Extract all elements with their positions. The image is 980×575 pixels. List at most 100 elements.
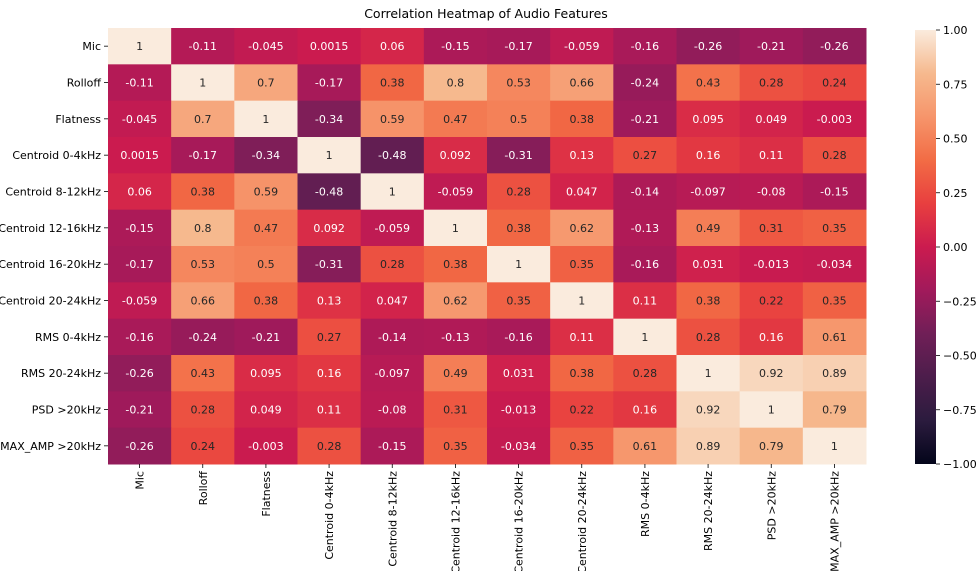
x-tick-label: MAX_AMP >20kHz [828, 471, 841, 571]
heatmap-cell [297, 318, 362, 356]
heatmap-cell [297, 391, 362, 429]
cell-value-label: 0.06 [380, 40, 405, 53]
heatmap-cell [297, 209, 362, 247]
heatmap-cell [739, 391, 804, 429]
x-tick-label: Flatness [260, 471, 273, 517]
cell-value-label: -0.15 [820, 186, 848, 199]
heatmap-cell [676, 427, 741, 465]
cell-value-label: 0.8 [447, 77, 465, 90]
cell-value-label: 1 [452, 222, 459, 235]
cell-value-label: 0.28 [696, 331, 721, 344]
cell-value-label: 0.47 [443, 113, 468, 126]
heatmap-cell [802, 355, 867, 392]
heatmap-cell [234, 246, 298, 283]
cell-value-label: 1 [641, 331, 648, 344]
heatmap-cell [802, 64, 867, 102]
cell-value-label: 0.28 [506, 186, 531, 199]
heatmap-cell [360, 427, 425, 465]
heatmap-cell [802, 246, 867, 283]
y-tick-label: Mic [82, 40, 101, 53]
heatmap-cell [802, 209, 867, 247]
cell-value-label: -0.26 [820, 40, 848, 53]
heatmap-cell [297, 246, 362, 283]
heatmap-cell [487, 427, 551, 465]
heatmap-cell [487, 355, 551, 392]
cell-value-label: 0.28 [759, 77, 784, 90]
heatmap-cell [676, 173, 741, 211]
heatmap-cell [297, 427, 362, 465]
heatmap-cell [802, 173, 867, 211]
heatmap-cell [739, 318, 804, 356]
cell-value-label: -0.17 [504, 40, 532, 53]
heatmap-cell [550, 318, 614, 356]
cell-value-label: 0.092 [440, 149, 472, 162]
heatmap-cell [108, 318, 172, 356]
cell-value-label: 0.0015 [120, 149, 159, 162]
x-tick-label: Rolloff [197, 471, 210, 506]
heatmap-cell [550, 173, 614, 211]
heatmap-cell [423, 173, 488, 211]
cell-value-label: 0.62 [570, 222, 595, 235]
heatmap-cell [297, 28, 362, 65]
heatmap-cell [234, 173, 298, 211]
cell-value-label: -0.21 [125, 404, 153, 417]
cell-value-label: 0.0015 [310, 40, 349, 53]
heatmap-cell [171, 100, 235, 138]
x-axis-tick-labels: Mic Rolloff Flatness Centroid 0-4kHz Centroi… [134, 464, 841, 574]
cell-value-label: 0.11 [633, 295, 658, 308]
heatmap-cell [676, 137, 741, 174]
heatmap-cell [234, 427, 298, 465]
cell-value-label: 0.31 [759, 222, 784, 235]
cell-value-label: 0.49 [443, 367, 468, 380]
heatmap-cell [108, 355, 172, 392]
heatmap-cell [802, 391, 867, 429]
cell-value-label: -0.16 [125, 331, 153, 344]
cell-value-label: -0.26 [694, 40, 722, 53]
heatmap-cell [234, 64, 298, 102]
heatmap-cell [676, 28, 741, 65]
heatmap-cell [487, 64, 551, 102]
heatmap-cell [739, 209, 804, 247]
cell-value-label: 0.89 [696, 440, 721, 453]
colorbar-tick-label: −0.25 [943, 295, 977, 308]
cell-value-label: 0.59 [380, 113, 405, 126]
heatmap-cell [423, 427, 488, 465]
heatmap-cell [360, 100, 425, 138]
cell-value-label: -0.17 [125, 258, 153, 271]
cell-value-label: -0.34 [252, 149, 280, 162]
heatmap-cell [108, 28, 172, 65]
x-tick-label: Centroid 16-20kHz [513, 471, 526, 571]
cell-value-label: 0.35 [570, 440, 595, 453]
cell-value-label: 0.38 [506, 222, 531, 235]
heatmap-cell [108, 100, 172, 138]
heatmap-cell [613, 427, 677, 465]
cell-value-label: -0.013 [754, 258, 789, 271]
heatmap-cell [487, 318, 551, 356]
heatmap-cell [171, 28, 235, 65]
heatmap-cell [487, 137, 551, 174]
cell-value-label: -0.21 [631, 113, 659, 126]
cell-value-label: 0.28 [822, 149, 847, 162]
cell-value-label: 1 [705, 367, 712, 380]
cell-value-label: 0.8 [194, 222, 212, 235]
cell-value-label: 0.31 [443, 404, 468, 417]
chart-title: Correlation Heatmap of Audio Features [364, 6, 608, 21]
heatmap-cell [234, 28, 298, 65]
cell-value-label: -0.003 [817, 113, 852, 126]
heatmap-cell [550, 100, 614, 138]
heatmap-cell [234, 137, 298, 174]
heatmap-cell [234, 282, 298, 320]
heatmap-cell [613, 173, 677, 211]
heatmap-cell [423, 100, 488, 138]
cell-value-label: 0.35 [822, 222, 847, 235]
cell-value-label: -0.17 [315, 77, 343, 90]
heatmap-cell [297, 282, 362, 320]
cell-value-label: 0.16 [317, 367, 342, 380]
cell-value-label: 1 [389, 186, 396, 199]
cell-value-label: 1 [831, 440, 838, 453]
heatmap-cell [360, 137, 425, 174]
y-tick-label: Flatness [55, 113, 101, 126]
heatmap-cell [297, 137, 362, 174]
cell-value-label: -0.48 [378, 149, 406, 162]
cell-value-label: -0.045 [122, 113, 157, 126]
